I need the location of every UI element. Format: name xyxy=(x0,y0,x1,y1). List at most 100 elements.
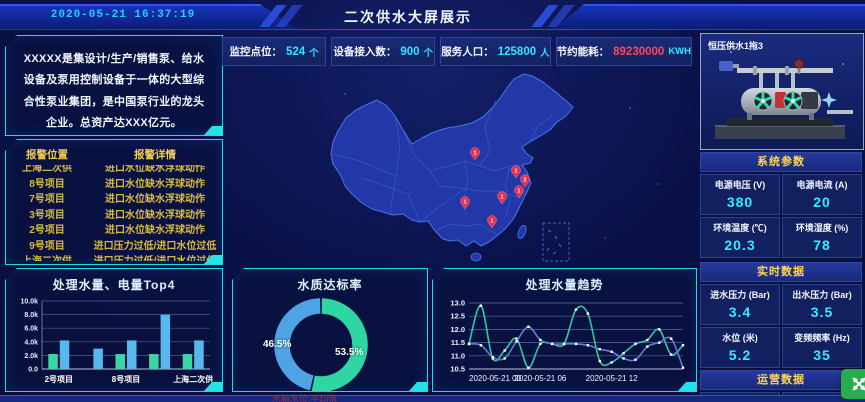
map-marker[interactable]: 1 xyxy=(487,215,497,229)
alarm-row[interactable]: 2号项目 进口水位缺水浮球动作 xyxy=(6,223,222,239)
bar-series-2[interactable] xyxy=(160,314,171,369)
alarm-row[interactable]: 8号项目 进口水位缺水浮球动作 xyxy=(6,177,222,193)
star-glint-icon xyxy=(821,92,837,108)
stat-energy-saved[interactable]: 节约能耗： 89230000 KWH xyxy=(555,37,693,66)
alarm-row[interactable]: 3号项目 进口水位缺水浮球动作 xyxy=(6,208,222,224)
pin-count: 2 xyxy=(524,178,527,184)
data-point-marker[interactable] xyxy=(491,355,494,359)
data-point-marker[interactable] xyxy=(515,340,518,343)
y-tick-label: 11.5 xyxy=(451,338,465,347)
param-inlet-pressure: 进水压力 (Bar) 3.4 xyxy=(700,284,780,325)
province-borders xyxy=(332,99,553,236)
donut-slice[interactable] xyxy=(311,298,368,391)
header-banner-right xyxy=(554,4,865,29)
map-marker[interactable]: 1 xyxy=(460,196,470,210)
data-point-marker[interactable] xyxy=(634,342,637,346)
parameters-column: 系统参数 电源电压 (V) 380 电源电流 (A) 20 环境温度 (℃) 20.3… xyxy=(700,152,862,402)
pin-count: 1 xyxy=(474,151,477,157)
alarm-list-panel: 报警位置 报警详情 上海二次供 进口水位缺水浮球动作 8号项目 进口水位缺水浮球动作… xyxy=(5,139,223,265)
data-point-marker[interactable] xyxy=(539,338,542,342)
y-tick-label: 13.0 xyxy=(450,299,465,308)
bar-series-2[interactable] xyxy=(127,340,137,369)
x-tick-label: 2020-05-21 12 xyxy=(586,374,639,383)
param-value: 20 xyxy=(813,194,831,210)
alarm-col-position: 报警位置 xyxy=(26,149,69,161)
bar-series-1[interactable] xyxy=(149,354,159,369)
header-banner-left xyxy=(0,4,296,29)
bar-series-1[interactable] xyxy=(48,354,58,369)
company-description: XXXXX是集设计/生产/销售泵、给水设备及泵用控制设备于一体的大型综合性泵业集… xyxy=(23,53,205,130)
stat-service-population[interactable]: 服务人口： 125800 人 xyxy=(440,37,551,66)
data-point-marker[interactable] xyxy=(622,357,625,360)
data-point-marker[interactable] xyxy=(598,359,601,363)
alarm-rows: 上海二次供 进口水位缺水浮球动作 8号项目 进口水位缺水浮球动作 7号项目 进口水位缺… xyxy=(6,165,222,261)
param-env-temperature: 环境温度 (℃) 20.3 xyxy=(700,217,780,258)
map-marker[interactable]: 1 xyxy=(470,147,480,161)
param-label: 出水压力 (Bar) xyxy=(792,290,852,300)
data-point-marker[interactable] xyxy=(479,304,483,307)
alarm-row[interactable]: 7号项目 进口水位缺水浮球动作 xyxy=(6,192,222,208)
pin-icon xyxy=(470,147,480,161)
header-divider xyxy=(0,29,865,30)
data-point-marker[interactable] xyxy=(634,358,637,361)
bar-series-2[interactable] xyxy=(93,348,103,369)
fullscreen-toggle-button[interactable] xyxy=(841,369,865,399)
map-marker[interactable]: 1 xyxy=(511,165,521,179)
bottom-frame-bar xyxy=(0,395,865,402)
bar-series-1[interactable] xyxy=(115,354,126,369)
alarm-row[interactable]: 上海二次供进口压力过低/进口水位过低 xyxy=(6,254,222,261)
data-point-marker[interactable] xyxy=(586,344,590,347)
data-point-marker[interactable] xyxy=(539,342,542,346)
alarm-row[interactable]: 上海二次供 进口水位缺水浮球动作 xyxy=(6,165,222,177)
equipment-label: 恒压供水1拖3 xyxy=(708,41,764,51)
map-marker[interactable]: 1 xyxy=(497,191,507,205)
data-point-marker[interactable] xyxy=(527,325,530,328)
y-tick-label: 12.0 xyxy=(450,325,465,334)
data-point-marker[interactable] xyxy=(527,366,530,369)
data-point-marker[interactable] xyxy=(669,337,673,340)
data-point-marker[interactable] xyxy=(562,342,566,346)
data-point-marker[interactable] xyxy=(491,357,494,360)
kpi-stats-row: 监控点位： 524 个 设备接入数： 900 个 服务人口： 125800 人 … xyxy=(222,37,693,66)
data-point-marker[interactable] xyxy=(503,357,506,360)
data-point-marker[interactable] xyxy=(586,312,590,315)
data-point-marker[interactable] xyxy=(658,341,661,344)
data-point-marker[interactable] xyxy=(658,328,661,331)
stat-devices-connected[interactable]: 设备接入数： 900 个 xyxy=(331,37,436,66)
stat-value: 89230000 xyxy=(613,45,665,58)
param-label: 水位 (米) xyxy=(722,333,758,343)
stat-unit: 人 xyxy=(540,47,550,59)
data-point-marker[interactable] xyxy=(574,308,578,311)
data-point-marker[interactable] xyxy=(598,348,601,351)
data-point-marker[interactable] xyxy=(622,351,625,355)
donut-label-green: 53.5% xyxy=(335,347,364,358)
data-point-marker[interactable] xyxy=(467,342,471,346)
y-tick-label: 0.0 xyxy=(28,367,38,374)
map-marker[interactable]: 1 xyxy=(514,185,524,199)
stat-label: 节约能耗： xyxy=(556,46,610,58)
data-point-marker[interactable] xyxy=(646,338,649,342)
map-marker[interactable]: 2 xyxy=(520,174,530,188)
stat-monitor-points[interactable]: 监控点位： 524 个 xyxy=(222,37,327,66)
data-point-marker[interactable] xyxy=(681,344,685,347)
data-point-marker[interactable] xyxy=(681,366,685,369)
stat-label: 设备接入数： xyxy=(333,46,397,58)
data-point-marker[interactable] xyxy=(503,349,506,352)
data-point-marker[interactable] xyxy=(479,344,483,347)
bar-series-1[interactable] xyxy=(182,354,193,369)
data-point-marker[interactable] xyxy=(574,342,578,346)
alarm-row[interactable]: 9号项目 进口压力过低/进口水位过低 xyxy=(6,239,222,255)
data-point-marker[interactable] xyxy=(515,337,518,340)
data-point-marker[interactable] xyxy=(646,345,649,348)
bar-series-2[interactable] xyxy=(194,340,204,369)
data-point-marker[interactable] xyxy=(551,342,554,346)
data-point-marker[interactable] xyxy=(610,361,613,364)
data-point-marker[interactable] xyxy=(610,350,613,354)
param-water-level: 水位 (米) 5.2 xyxy=(700,327,780,368)
impeller-icon xyxy=(753,91,773,111)
donut-slice[interactable] xyxy=(274,298,321,391)
resize-arrows-icon xyxy=(852,377,865,391)
bar-series-2[interactable] xyxy=(59,340,70,369)
data-point-marker[interactable] xyxy=(669,353,673,356)
